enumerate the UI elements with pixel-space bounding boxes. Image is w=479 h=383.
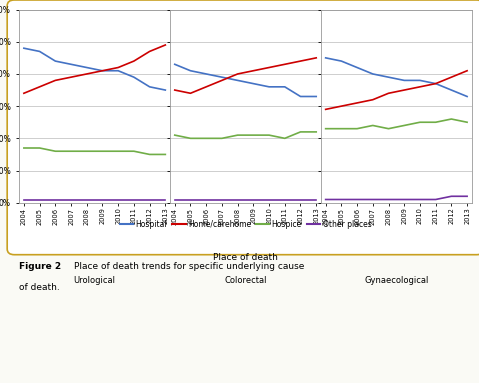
Legend: Hospital, Home/carehome, Hospice, Other places: Hospital, Home/carehome, Hospice, Other … (116, 217, 375, 232)
Text: Place of death trends for specific underlying cause: Place of death trends for specific under… (74, 262, 305, 271)
Text: Figure 2: Figure 2 (19, 262, 61, 271)
Text: Gynaecological: Gynaecological (364, 276, 429, 285)
Text: Place of death: Place of death (213, 252, 278, 262)
Text: of death.: of death. (19, 283, 60, 292)
Text: Colorectal: Colorectal (224, 276, 267, 285)
Text: Urological: Urological (74, 276, 115, 285)
